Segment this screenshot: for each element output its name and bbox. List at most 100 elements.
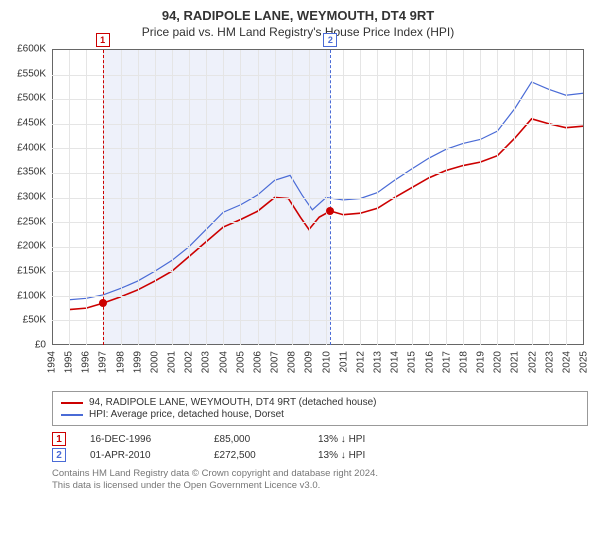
x-tick-label: 2017 bbox=[441, 351, 452, 373]
x-tick-label: 2025 bbox=[579, 351, 590, 373]
x-tick-label: 2008 bbox=[287, 351, 298, 373]
y-tick-label: £450K bbox=[17, 118, 46, 129]
gridline-h bbox=[52, 99, 583, 100]
x-tick-label: 2003 bbox=[201, 351, 212, 373]
x-tick-label: 1994 bbox=[47, 351, 58, 373]
x-axis: 1994199519961997199819992000200120022003… bbox=[52, 345, 584, 385]
y-tick-label: £250K bbox=[17, 216, 46, 227]
x-tick-label: 1996 bbox=[81, 351, 92, 373]
event-marker: 2 bbox=[323, 33, 337, 47]
y-axis: £0£50K£100K£150K£200K£250K£300K£350K£400… bbox=[8, 49, 50, 345]
y-tick-label: £500K bbox=[17, 93, 46, 104]
event-vline bbox=[330, 50, 331, 345]
gridline-v bbox=[86, 50, 87, 345]
gridline-v bbox=[155, 50, 156, 345]
credits-line: This data is licensed under the Open Gov… bbox=[52, 480, 588, 492]
credits: Contains HM Land Registry data © Crown c… bbox=[52, 468, 588, 493]
y-tick-label: £400K bbox=[17, 142, 46, 153]
gridline-v bbox=[223, 50, 224, 345]
arrow-down-icon: ↓ bbox=[341, 434, 346, 445]
legend-swatch bbox=[61, 402, 83, 404]
x-tick-label: 2007 bbox=[270, 351, 281, 373]
legend-row: 94, RADIPOLE LANE, WEYMOUTH, DT4 9RT (de… bbox=[61, 397, 579, 408]
gridline-v bbox=[309, 50, 310, 345]
gridline-v bbox=[138, 50, 139, 345]
gridline-v bbox=[532, 50, 533, 345]
sale-marker: 1 bbox=[52, 432, 66, 446]
gridline-h bbox=[52, 296, 583, 297]
legend-label: HPI: Average price, detached house, Dors… bbox=[89, 409, 284, 420]
gridline-v bbox=[429, 50, 430, 345]
sales-list: 116-DEC-1996£85,00013% ↓ HPI201-APR-2010… bbox=[8, 432, 588, 462]
gridline-v bbox=[514, 50, 515, 345]
x-tick-label: 2000 bbox=[149, 351, 160, 373]
x-tick-label: 2024 bbox=[561, 351, 572, 373]
gridline-h bbox=[52, 198, 583, 199]
x-tick-label: 2004 bbox=[218, 351, 229, 373]
x-tick-label: 2022 bbox=[527, 351, 538, 373]
gridline-v bbox=[326, 50, 327, 345]
x-tick-label: 2009 bbox=[304, 351, 315, 373]
gridline-v bbox=[412, 50, 413, 345]
x-tick-label: 2005 bbox=[235, 351, 246, 373]
chart-container: 94, RADIPOLE LANE, WEYMOUTH, DT4 9RT Pri… bbox=[0, 0, 600, 560]
gridline-v bbox=[206, 50, 207, 345]
x-tick-label: 2013 bbox=[373, 351, 384, 373]
y-tick-label: £200K bbox=[17, 241, 46, 252]
y-tick-label: £0 bbox=[35, 340, 46, 351]
x-tick-label: 1995 bbox=[64, 351, 75, 373]
arrow-down-icon: ↓ bbox=[341, 450, 346, 461]
gridline-h bbox=[52, 75, 583, 76]
sale-price: £272,500 bbox=[214, 450, 294, 461]
gridline-v bbox=[343, 50, 344, 345]
gridline-h bbox=[52, 173, 583, 174]
chart-area: £0£50K£100K£150K£200K£250K£300K£350K£400… bbox=[8, 45, 588, 385]
x-tick-label: 1998 bbox=[115, 351, 126, 373]
sale-marker: 2 bbox=[52, 448, 66, 462]
x-tick-label: 2002 bbox=[184, 351, 195, 373]
y-tick-label: £550K bbox=[17, 68, 46, 79]
y-tick-label: £600K bbox=[17, 44, 46, 55]
sale-vs-hpi: 13% ↓ HPI bbox=[318, 434, 365, 445]
x-tick-label: 1999 bbox=[132, 351, 143, 373]
gridline-v bbox=[566, 50, 567, 345]
gridline-v bbox=[480, 50, 481, 345]
sale-vs-hpi: 13% ↓ HPI bbox=[318, 450, 365, 461]
legend-label: 94, RADIPOLE LANE, WEYMOUTH, DT4 9RT (de… bbox=[89, 397, 377, 408]
gridline-h bbox=[52, 124, 583, 125]
event-dot bbox=[326, 207, 334, 215]
gridline-h bbox=[52, 222, 583, 223]
gridline-v bbox=[292, 50, 293, 345]
x-tick-label: 2001 bbox=[167, 351, 178, 373]
y-tick-label: £50K bbox=[23, 315, 46, 326]
x-tick-label: 2012 bbox=[355, 351, 366, 373]
y-tick-label: £350K bbox=[17, 167, 46, 178]
legend-box: 94, RADIPOLE LANE, WEYMOUTH, DT4 9RT (de… bbox=[52, 391, 588, 426]
sale-row: 201-APR-2010£272,50013% ↓ HPI bbox=[52, 448, 588, 462]
x-tick-label: 2021 bbox=[510, 351, 521, 373]
gridline-v bbox=[121, 50, 122, 345]
x-tick-label: 2020 bbox=[493, 351, 504, 373]
x-tick-label: 2016 bbox=[424, 351, 435, 373]
legend-row: HPI: Average price, detached house, Dors… bbox=[61, 409, 579, 420]
x-tick-label: 2018 bbox=[458, 351, 469, 373]
legend-swatch bbox=[61, 414, 83, 416]
x-tick-label: 2010 bbox=[321, 351, 332, 373]
gridline-v bbox=[240, 50, 241, 345]
sale-row: 1 16-DEC-1996 £85,000 13% ↓ HPI bbox=[52, 432, 588, 446]
credits-line: Contains HM Land Registry data © Crown c… bbox=[52, 468, 588, 480]
gridline-v bbox=[549, 50, 550, 345]
gridline-v bbox=[275, 50, 276, 345]
plot-region: 12 bbox=[52, 49, 584, 345]
sale-price: £85,000 bbox=[214, 434, 294, 445]
gridline-h bbox=[52, 320, 583, 321]
gridline-v bbox=[189, 50, 190, 345]
gridline-v bbox=[395, 50, 396, 345]
x-tick-label: 1997 bbox=[98, 351, 109, 373]
x-tick-label: 2014 bbox=[390, 351, 401, 373]
gridline-h bbox=[52, 271, 583, 272]
gridline-v bbox=[463, 50, 464, 345]
event-marker: 1 bbox=[96, 33, 110, 47]
chart-title: 94, RADIPOLE LANE, WEYMOUTH, DT4 9RT bbox=[8, 8, 588, 23]
sale-date: 16-DEC-1996 bbox=[90, 434, 190, 445]
